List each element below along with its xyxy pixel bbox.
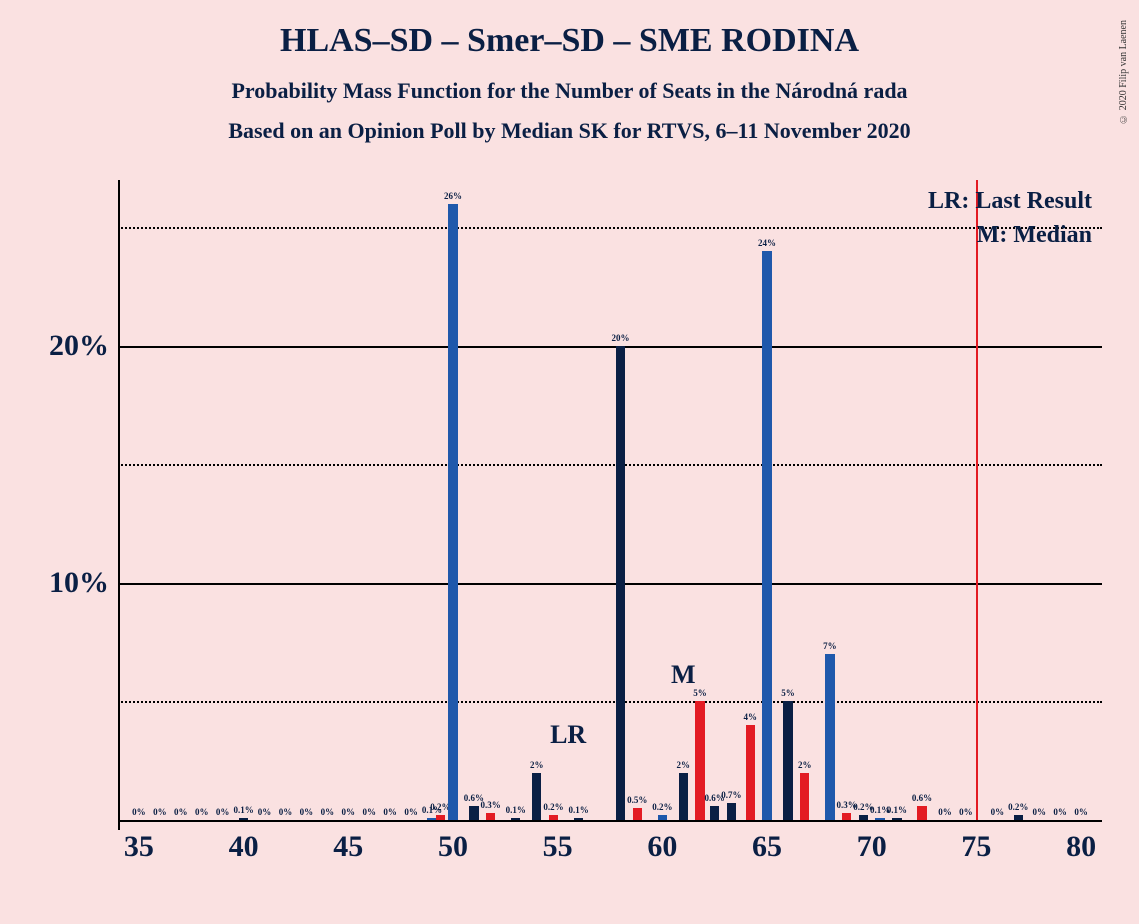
bar <box>762 251 771 820</box>
bar <box>549 815 558 820</box>
bar-value-label: 0.5% <box>627 795 647 805</box>
bar-value-label: 0% <box>153 807 167 817</box>
bar-value-label: 0.1% <box>233 805 253 815</box>
x-tick-label: 45 <box>333 830 363 864</box>
bar-value-label: 0% <box>1074 807 1088 817</box>
bar <box>511 818 520 820</box>
gridline-minor <box>118 227 1102 229</box>
bar-value-label: 0% <box>216 807 230 817</box>
bar <box>746 725 755 820</box>
bar <box>710 806 719 820</box>
bar-value-label: 0% <box>258 807 272 817</box>
bar <box>679 773 688 820</box>
bar-value-label: 0.2% <box>1008 802 1028 812</box>
bar-value-label: 0% <box>279 807 293 817</box>
bar-value-label: 0.2% <box>652 802 672 812</box>
bar-value-label: 0% <box>1032 807 1046 817</box>
gridline-major <box>118 820 1102 822</box>
bar <box>825 654 834 820</box>
bar-value-label: 2% <box>798 760 812 770</box>
bar-value-label: 2% <box>677 760 691 770</box>
gridline-major <box>118 583 1102 585</box>
marker-lr: LR <box>550 720 586 750</box>
bar-value-label: 0.7% <box>721 790 741 800</box>
bar-value-label: 0% <box>959 807 973 817</box>
bar-value-label: 0% <box>383 807 397 817</box>
bar <box>892 818 901 820</box>
gridline-minor <box>118 701 1102 703</box>
y-tick-label: 20% <box>49 329 109 363</box>
bar <box>842 813 851 820</box>
x-tick-label: 55 <box>543 830 573 864</box>
x-tick-label: 50 <box>438 830 468 864</box>
bar-value-label: 0% <box>362 807 376 817</box>
bar-value-label: 20% <box>611 333 629 343</box>
legend-lr: LR: Last Result <box>928 188 1092 215</box>
bar-value-label: 24% <box>758 238 776 248</box>
bar-value-label: 0.3% <box>481 800 501 810</box>
plot-area: 0%0%0%0%0%0.1%0%0%0%0%0%0%0%0%0.1%0.2%26… <box>118 180 1102 820</box>
x-tick-label: 65 <box>752 830 782 864</box>
bar <box>800 773 809 820</box>
x-tick-label: 40 <box>229 830 259 864</box>
bar-value-label: 0% <box>300 807 314 817</box>
bar-value-label: 0% <box>342 807 356 817</box>
bar-value-label: 0% <box>404 807 418 817</box>
bar <box>859 815 868 820</box>
bar-value-label: 0% <box>132 807 146 817</box>
gridline-minor <box>118 464 1102 466</box>
legend-m: M: Median <box>977 222 1092 249</box>
bar-value-label: 0.1% <box>568 805 588 815</box>
bar <box>486 813 495 820</box>
bar <box>917 806 926 820</box>
bar-value-label: 26% <box>444 191 462 201</box>
bar-value-label: 0% <box>321 807 335 817</box>
bar-value-label: 2% <box>530 760 544 770</box>
bar-value-label: 0% <box>174 807 188 817</box>
y-axis-line <box>118 180 120 830</box>
bar <box>469 806 478 820</box>
bar <box>239 818 248 820</box>
bar-value-label: 7% <box>823 641 837 651</box>
bar-value-label: 0.2% <box>543 802 563 812</box>
bar <box>436 815 445 820</box>
bar <box>448 204 457 820</box>
chart-subtitle: Probability Mass Function for the Number… <box>0 78 1139 104</box>
bar <box>658 815 667 820</box>
gridline-major <box>118 346 1102 348</box>
bar <box>574 818 583 820</box>
bar <box>783 701 792 820</box>
bar <box>1014 815 1023 820</box>
red-reference-line <box>976 180 978 820</box>
bar-value-label: 0.1% <box>506 805 526 815</box>
copyright-text: © 2020 Filip van Laenen <box>1118 20 1129 124</box>
bar <box>695 701 704 820</box>
bar-value-label: 0.6% <box>912 793 932 803</box>
chart-container: 0%0%0%0%0%0.1%0%0%0%0%0%0%0%0%0.1%0.2%26… <box>0 170 1139 910</box>
x-tick-label: 70 <box>857 830 887 864</box>
bar-value-label: 4% <box>744 712 758 722</box>
chart-subtitle2: Based on an Opinion Poll by Median SK fo… <box>0 118 1139 144</box>
x-tick-label: 80 <box>1066 830 1096 864</box>
bar <box>532 773 541 820</box>
bar <box>875 818 884 820</box>
bar-value-label: 0% <box>991 807 1005 817</box>
bar-value-label: 0% <box>195 807 209 817</box>
bar <box>727 803 736 820</box>
bar-value-label: 5% <box>781 688 795 698</box>
bar-value-label: 0% <box>938 807 952 817</box>
bar-value-label: 0% <box>1053 807 1067 817</box>
x-tick-label: 75 <box>961 830 991 864</box>
chart-title: HLAS–SD – Smer–SD – SME RODINA <box>0 0 1139 60</box>
marker-m: M <box>671 660 696 690</box>
y-tick-label: 10% <box>49 566 109 600</box>
x-tick-label: 60 <box>647 830 677 864</box>
bar <box>633 808 642 820</box>
bar-value-label: 0.1% <box>887 805 907 815</box>
x-tick-label: 35 <box>124 830 154 864</box>
bar <box>616 346 625 820</box>
